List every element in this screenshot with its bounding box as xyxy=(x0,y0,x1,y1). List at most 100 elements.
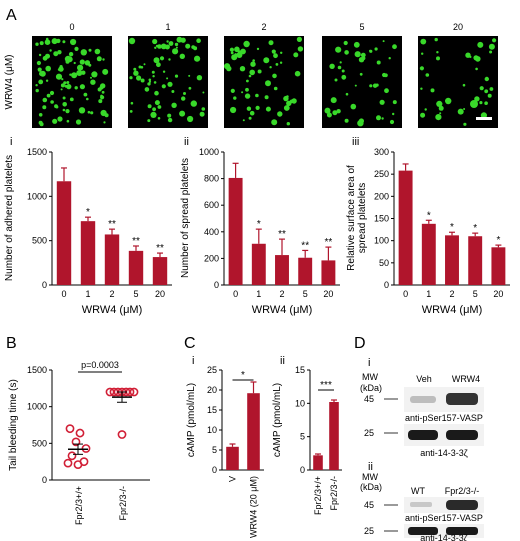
y-tick-label: 100 xyxy=(374,236,389,246)
x-tick-label: 5 xyxy=(133,289,138,299)
platelet-dot xyxy=(44,39,51,45)
platelet-dot xyxy=(86,97,89,101)
platelet-dot xyxy=(74,46,79,52)
platelet-dot xyxy=(53,51,59,57)
platelet-dot xyxy=(425,73,430,77)
platelet-dot xyxy=(484,89,489,94)
platelet-dot xyxy=(185,43,191,49)
platelet-dot xyxy=(341,74,347,80)
platelet-dot xyxy=(234,53,237,56)
platelet-dot xyxy=(199,111,205,117)
x-tick-label: 20 xyxy=(155,289,165,299)
platelet-dot xyxy=(231,54,238,61)
platelet-dot xyxy=(372,83,378,88)
platelet-dot xyxy=(344,50,349,55)
platelet-dot xyxy=(152,38,158,45)
kda-label-i: (kDa) xyxy=(360,383,382,393)
platelet-dot xyxy=(153,57,160,64)
platelet-dot xyxy=(154,46,157,49)
platelet-dot xyxy=(252,59,255,62)
platelet-dot xyxy=(174,42,179,47)
platelet-dot xyxy=(257,69,262,74)
platelet-dot xyxy=(484,101,488,105)
platelet-dot xyxy=(345,92,349,96)
platelet-dot xyxy=(183,92,186,95)
sub-label-a-ii: ii xyxy=(184,136,189,148)
sub-label-c-ii: ii xyxy=(280,355,285,367)
platelet-dot xyxy=(326,112,332,118)
platelet-dot xyxy=(289,99,294,104)
platelet-dot xyxy=(256,47,260,51)
platelet-dot xyxy=(388,57,391,60)
blot-band-1433-veh-i xyxy=(408,430,438,440)
y-tick-label: 0 xyxy=(384,280,389,290)
blot-col2-ii: Fpr2/3-/- xyxy=(445,486,480,496)
y-tick-label: 1500 xyxy=(27,365,47,375)
platelet-dot xyxy=(273,86,278,91)
blot-band-veh-i xyxy=(410,396,436,403)
platelet-dot xyxy=(62,96,66,100)
blot-band-wrw4-i xyxy=(446,393,478,405)
platelet-dot xyxy=(98,99,103,104)
bar-A-i-0 xyxy=(56,181,72,285)
x-axis-label: WRW4 (μM) xyxy=(82,304,143,316)
platelet-dot xyxy=(255,93,259,98)
y-axis-label: Tail bleeding time (s) xyxy=(8,379,19,471)
bar-A-ii-20 xyxy=(321,260,336,285)
bar-A-iii-0 xyxy=(398,170,413,285)
data-point-wt xyxy=(63,458,73,468)
data-point-ko xyxy=(105,387,115,397)
platelet-dot xyxy=(175,46,178,49)
platelet-dot xyxy=(80,49,88,56)
y-tick-label: 0 xyxy=(42,475,47,485)
micrograph-label-1: 1 xyxy=(165,22,170,32)
platelet-dot xyxy=(392,112,395,116)
y-tick-label: 800 xyxy=(204,174,219,184)
platelet-dot xyxy=(147,119,151,123)
platelet-dot xyxy=(46,93,51,98)
blot-antibody2-i: anti-14-3-3ζ xyxy=(420,448,468,458)
y-tick-label: 1500 xyxy=(27,147,47,157)
platelet-dot xyxy=(230,106,237,114)
y-tick-label: 200 xyxy=(374,191,389,201)
platelet-dot xyxy=(297,46,304,52)
bar-C-i-WRW4 (20 μM) xyxy=(247,393,260,470)
platelet-dot xyxy=(70,38,77,46)
significance-marker: ** xyxy=(278,229,286,240)
significance-marker: * xyxy=(86,207,90,218)
platelet-dot xyxy=(38,113,43,117)
sub-label-a-i: i xyxy=(10,136,12,148)
platelet-dot xyxy=(265,106,271,112)
bar-A-ii-5 xyxy=(298,257,313,285)
platelet-dot xyxy=(45,65,51,72)
platelet-dot xyxy=(369,84,373,88)
x-tick-label: 5 xyxy=(473,289,478,299)
platelet-dot xyxy=(187,115,194,123)
platelet-dot xyxy=(248,116,252,120)
platelet-dot xyxy=(73,61,76,65)
platelet-dot xyxy=(78,107,86,114)
platelet-dot xyxy=(100,95,105,100)
platelet-dot xyxy=(90,76,92,79)
platelet-dot xyxy=(101,90,105,94)
platelet-dot xyxy=(470,100,478,108)
platelet-dot xyxy=(269,66,272,69)
platelet-dot xyxy=(35,88,39,93)
platelet-dot xyxy=(202,91,205,94)
x-tick-label: 2 xyxy=(109,289,114,299)
platelet-dot xyxy=(246,106,252,111)
platelet-dot xyxy=(129,76,133,80)
platelet-dot xyxy=(201,107,206,111)
platelet-dot xyxy=(62,40,66,44)
platelet-dot xyxy=(39,41,44,46)
mw-45-ii: 45 xyxy=(364,500,374,510)
platelet-dot xyxy=(38,79,44,85)
x-tick-label: 0 xyxy=(233,289,238,299)
platelet-dot xyxy=(36,60,42,66)
bar-C-ii-Fpr2/3-/- xyxy=(329,402,339,470)
platelet-dot xyxy=(392,44,397,50)
platelet-dot xyxy=(94,48,101,55)
platelet-dot xyxy=(457,108,464,115)
platelet-dot xyxy=(479,86,484,91)
